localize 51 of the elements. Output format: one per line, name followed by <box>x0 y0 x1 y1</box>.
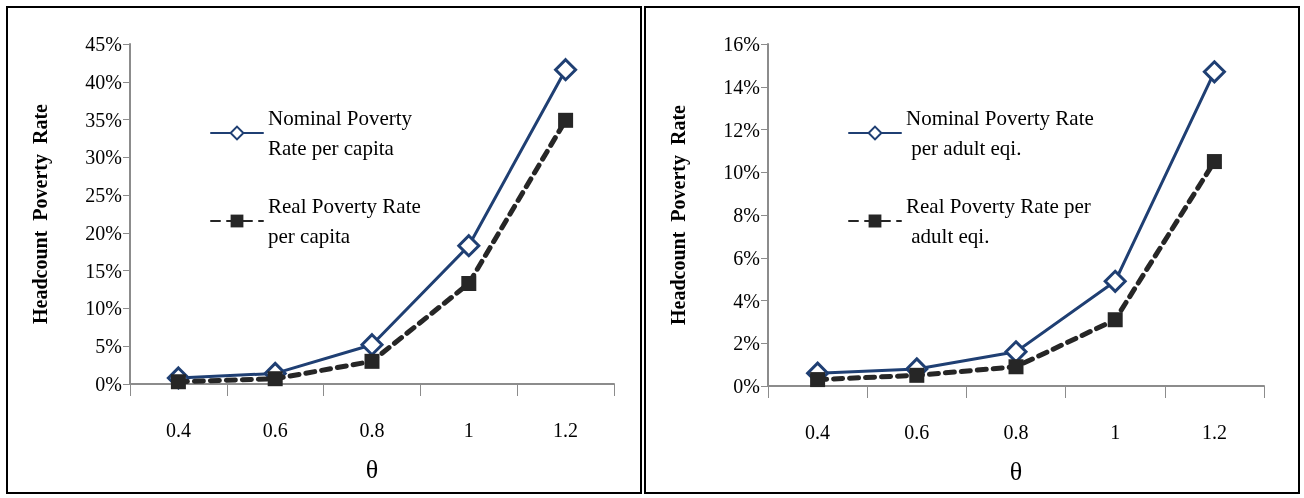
legend-label: Real Poverty Rate per adult eqi. <box>906 194 1091 248</box>
y-tick-label: 10% <box>723 161 760 184</box>
y-tick-label: 6% <box>733 246 760 269</box>
y-tick-label: 20% <box>85 221 122 244</box>
x-tick-label: 0.6 <box>904 421 930 443</box>
y-tick-label: 14% <box>723 75 760 98</box>
point <box>1107 312 1123 328</box>
point <box>1202 60 1226 84</box>
point <box>909 367 925 383</box>
y-tick-label: 35% <box>85 108 122 131</box>
y-tick-label: 40% <box>85 70 122 93</box>
y-axis-title: Headcount Poverty Rate <box>667 104 690 325</box>
point <box>1103 269 1127 293</box>
point <box>360 333 384 357</box>
point <box>457 234 481 258</box>
y-tick-label: 8% <box>733 204 760 226</box>
point <box>810 372 826 388</box>
y-tick-label: 10% <box>85 297 122 320</box>
x-tick-label: 1.2 <box>1201 421 1227 443</box>
y-tick-label: 5% <box>95 335 122 358</box>
y-tick-label: 16% <box>723 33 760 55</box>
x-tick-label: 1 <box>1110 421 1121 443</box>
point <box>554 58 578 82</box>
y-tick-label: 2% <box>733 332 760 355</box>
x-tick-label: 0.8 <box>359 419 385 441</box>
y-tick-label: 0% <box>95 373 122 395</box>
legend-label: Nominal Poverty Rate per capita <box>268 106 418 160</box>
y-tick-label: 12% <box>723 118 760 141</box>
x-tick-label: 0.4 <box>165 419 191 441</box>
legend-label: Nominal Poverty Rate per adult eqi. <box>906 106 1094 160</box>
y-axis-title: Headcount Poverty Rate <box>29 103 52 324</box>
x-tick-label: 0.8 <box>1003 421 1029 443</box>
x-axis-title: θ <box>365 454 379 484</box>
x-axis-title: θ <box>1009 456 1023 486</box>
x-tick-label: 0.6 <box>262 419 288 441</box>
x-tick-label: 0.4 <box>805 421 831 443</box>
x-tick-label: 1.2 <box>553 419 579 441</box>
y-tick-label: 0% <box>733 375 760 397</box>
x-tick-label: 1 <box>463 419 474 441</box>
y-tick-label: 25% <box>85 184 122 207</box>
point <box>364 353 380 369</box>
legend-label: Real Poverty Rate per capita <box>268 194 427 248</box>
y-tick-label: 45% <box>85 33 122 55</box>
y-tick-label: 30% <box>85 146 122 169</box>
point <box>558 112 574 128</box>
point <box>1008 359 1024 375</box>
point <box>267 371 283 387</box>
y-tick-label: 15% <box>85 259 122 282</box>
point <box>461 276 477 292</box>
y-tick-label: 4% <box>733 289 760 312</box>
point <box>1206 154 1222 170</box>
